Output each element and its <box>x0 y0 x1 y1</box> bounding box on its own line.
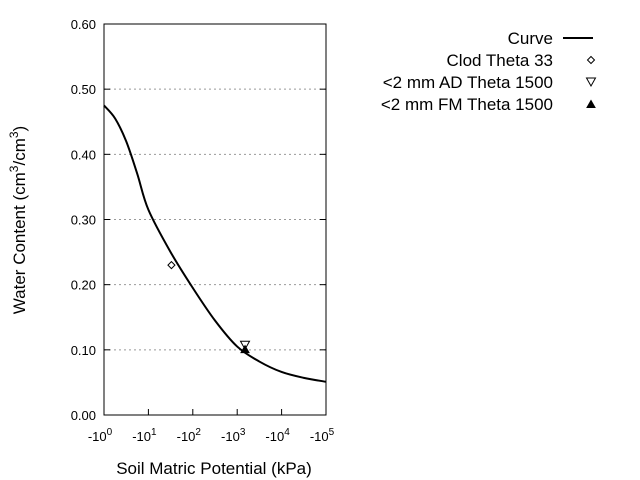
legend-label: Curve <box>508 29 553 48</box>
data-point-triangle-up-filled <box>240 344 250 354</box>
data-point-diamond-open <box>167 260 176 270</box>
x-axis: -100 -101 -102 -103 -104 -105 <box>88 409 335 444</box>
y-axis: 0.00 0.10 0.20 0.30 0.40 0.50 0.60 <box>71 17 326 423</box>
x-tick-label: -103 <box>221 427 246 444</box>
series-layer <box>103 104 327 383</box>
legend-marker-triangle-up-filled <box>586 99 596 108</box>
x-tick-label: -102 <box>177 427 202 444</box>
y-tick-label: 0.10 <box>71 343 96 358</box>
y-tick-label: 0.60 <box>71 17 96 32</box>
legend-label: <2 mm FM Theta 1500 <box>381 95 553 114</box>
series-curve <box>103 104 327 383</box>
x-axis-label: Soil Matric Potential (kPa) <box>116 459 312 478</box>
x-tick-label: -101 <box>132 427 157 444</box>
data-point-triangle-down-open <box>239 340 251 351</box>
legend-label: Clod Theta 33 <box>447 51 553 70</box>
x-tick-label: -100 <box>88 427 113 444</box>
gridlines <box>104 88 326 351</box>
legend: Curve Clod Theta 33 <2 mm AD Theta 1500 <2 … <box>381 29 597 114</box>
y-tick-label: 0.50 <box>71 82 96 97</box>
legend-marker-diamond-open <box>586 55 596 65</box>
legend-label: <2 mm AD Theta 1500 <box>383 73 553 92</box>
y-tick-label: 0.20 <box>71 278 96 293</box>
x-tick-label: -104 <box>265 427 290 444</box>
legend-marker-triangle-down-open <box>585 77 597 88</box>
y-axis-label: Water Content (cm3/cm3) <box>7 126 29 314</box>
y-tick-label: 0.00 <box>71 408 96 423</box>
y-tick-label: 0.30 <box>71 213 96 228</box>
x-tick-label: -105 <box>310 427 335 444</box>
y-tick-label: 0.40 <box>71 147 96 162</box>
